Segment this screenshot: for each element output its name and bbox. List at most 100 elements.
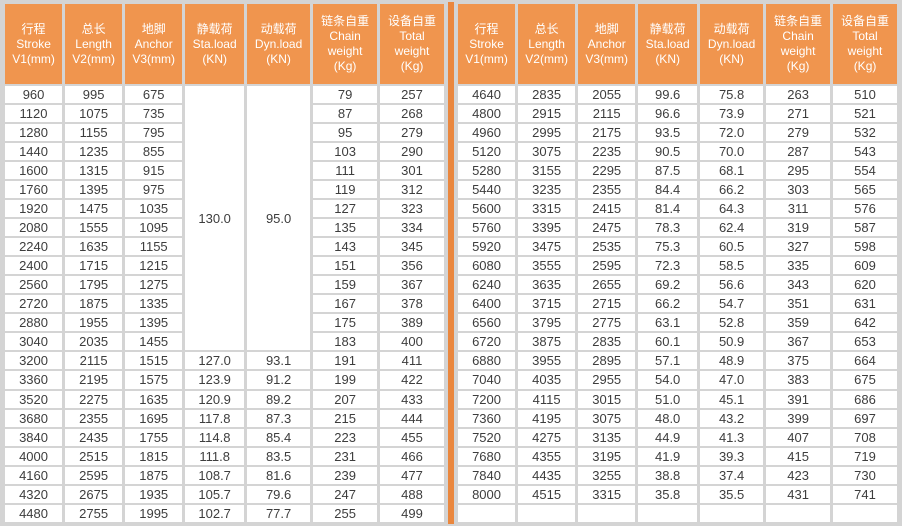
table-row: 960 995 675 130.0 95.0 79 257 bbox=[5, 86, 444, 351]
spec-table-right-body: 4640 2835 2055 99.6 75.8 263 510 4800 2915 2115 96… bbox=[458, 86, 897, 522]
table-row: 2400 1715 1215 151 356 bbox=[5, 257, 444, 275]
table-row: 2240 1635 1155 143 345 bbox=[5, 238, 444, 256]
table-cell: 41.3 bbox=[700, 428, 764, 446]
table-cell: 199 bbox=[313, 371, 378, 389]
column-header-line: weight bbox=[847, 44, 883, 58]
table-cell: 62.4 bbox=[700, 219, 764, 237]
table-cell: 39.3 bbox=[700, 447, 764, 465]
table-cell: 93.5 bbox=[638, 124, 698, 142]
table-row: 2720 1875 1335 167 378 bbox=[5, 295, 444, 313]
table-cell: 587 bbox=[833, 219, 897, 237]
table-row: 7360 4195 3075 48.0 43.2 399 697 bbox=[458, 409, 897, 427]
column-header: 动载荷 Dyn.load (KN) bbox=[700, 4, 764, 84]
table-row bbox=[458, 504, 897, 522]
column-header-line: Length bbox=[75, 36, 112, 51]
table-cell: 664 bbox=[833, 352, 897, 370]
spec-table-left-header: 行程 Stroke V1(mm) 总长 Length V2(mm) 地脚 Anchor V3(m… bbox=[5, 4, 444, 84]
table-cell: 975 bbox=[125, 181, 183, 199]
table-cell: 87.3 bbox=[247, 409, 311, 427]
table-cell: 151 bbox=[313, 257, 378, 275]
table-cell: 1815 bbox=[125, 447, 183, 465]
dyn-load-merged-cell: 95.0 bbox=[247, 86, 311, 351]
table-cell: 2895 bbox=[578, 352, 636, 370]
table-cell: 7840 bbox=[458, 466, 516, 484]
table-cell: 415 bbox=[766, 447, 831, 465]
table-cell: 127.0 bbox=[185, 352, 245, 370]
table-cell: 4160 bbox=[5, 466, 63, 484]
table-cell: 2235 bbox=[578, 143, 636, 161]
table-cell: 207 bbox=[313, 390, 378, 408]
table-cell: 44.9 bbox=[638, 428, 698, 446]
column-header-line: Sta.load bbox=[645, 36, 690, 51]
column-header: 链条自重 Chain weight (Kg) bbox=[313, 4, 378, 84]
table-cell: 345 bbox=[380, 238, 444, 256]
table-row: 2880 1955 1395 175 389 bbox=[5, 314, 444, 332]
table-cell: 3635 bbox=[518, 276, 576, 294]
table-cell: 4355 bbox=[518, 447, 576, 465]
column-header-line: 行程 bbox=[21, 21, 46, 36]
table-cell: 79.6 bbox=[247, 485, 311, 503]
table-row: 6400 3715 2715 66.2 54.7 351 631 bbox=[458, 295, 897, 313]
column-header-line: 地脚 bbox=[141, 21, 166, 36]
table-cell: 268 bbox=[380, 105, 444, 123]
table-cell: 2175 bbox=[578, 124, 636, 142]
table-cell: 423 bbox=[766, 466, 831, 484]
column-header-line: 设备自重 bbox=[388, 14, 437, 28]
table-cell: 69.2 bbox=[638, 276, 698, 294]
column-header: 静载荷 Sta.load (KN) bbox=[185, 4, 245, 84]
table-row: 6880 3955 2895 57.1 48.9 375 664 bbox=[458, 352, 897, 370]
table-cell: 319 bbox=[766, 219, 831, 237]
table-cell: 312 bbox=[380, 181, 444, 199]
table-row: 3680 2355 1695 117.8 87.3 215 444 bbox=[5, 409, 444, 427]
column-header-line: 动载荷 bbox=[713, 21, 750, 36]
table-cell: 303 bbox=[766, 181, 831, 199]
column-header: 总长 Length V2(mm) bbox=[518, 4, 576, 84]
table-cell: 95 bbox=[313, 124, 378, 142]
table-cell: 81.6 bbox=[247, 466, 311, 484]
table-cell: 741 bbox=[833, 485, 897, 503]
table-cell: 367 bbox=[380, 276, 444, 294]
table-cell: 183 bbox=[313, 333, 378, 351]
table-row: 4320 2675 1935 105.7 79.6 247 488 bbox=[5, 485, 444, 503]
table-cell: 642 bbox=[833, 314, 897, 332]
table-cell: 35.8 bbox=[638, 485, 698, 503]
table-cell: 407 bbox=[766, 428, 831, 446]
table-cell: 1635 bbox=[65, 238, 123, 256]
table-cell: 576 bbox=[833, 200, 897, 218]
table-cell: 1235 bbox=[65, 143, 123, 161]
table-cell bbox=[833, 504, 897, 522]
table-cell: 356 bbox=[380, 257, 444, 275]
column-header-line: V1(mm) bbox=[465, 51, 508, 66]
table-cell: 90.5 bbox=[638, 143, 698, 161]
table-cell: 68.1 bbox=[700, 162, 764, 180]
table-cell: 1795 bbox=[65, 276, 123, 294]
table-cell: 5280 bbox=[458, 162, 516, 180]
table-cell: 6240 bbox=[458, 276, 516, 294]
table-cell: 311 bbox=[766, 200, 831, 218]
table-cell: 653 bbox=[833, 333, 897, 351]
table-cell bbox=[700, 504, 764, 522]
table-cell: 123.9 bbox=[185, 371, 245, 389]
table-cell: 4960 bbox=[458, 124, 516, 142]
table-cell: 279 bbox=[766, 124, 831, 142]
table-cell: 3255 bbox=[578, 466, 636, 484]
table-cell: 72.3 bbox=[638, 257, 698, 275]
table-cell: 2115 bbox=[65, 352, 123, 370]
table-cell: 2995 bbox=[518, 124, 576, 142]
table-cell: 367 bbox=[766, 333, 831, 351]
table-cell: 1395 bbox=[125, 314, 183, 332]
table-row: 7680 4355 3195 41.9 39.3 415 719 bbox=[458, 447, 897, 465]
sta-load-merged-cell: 130.0 bbox=[185, 86, 245, 351]
table-cell: 215 bbox=[313, 409, 378, 427]
table-cell: 378 bbox=[380, 295, 444, 313]
table-cell: 6400 bbox=[458, 295, 516, 313]
table-cell: 4115 bbox=[518, 390, 576, 408]
table-cell: 2880 bbox=[5, 314, 63, 332]
spec-table-right-header: 行程 Stroke V1(mm) 总长 Length V2(mm) 地脚 Anchor V3(m… bbox=[458, 4, 897, 84]
table-row: 7840 4435 3255 38.8 37.4 423 730 bbox=[458, 466, 897, 484]
table-cell: 510 bbox=[833, 86, 897, 104]
table-cell: 2115 bbox=[578, 105, 636, 123]
spec-table-left: 行程 Stroke V1(mm) 总长 Length V2(mm) 地脚 Anchor V3(m… bbox=[2, 2, 447, 524]
table-cell: 399 bbox=[766, 409, 831, 427]
